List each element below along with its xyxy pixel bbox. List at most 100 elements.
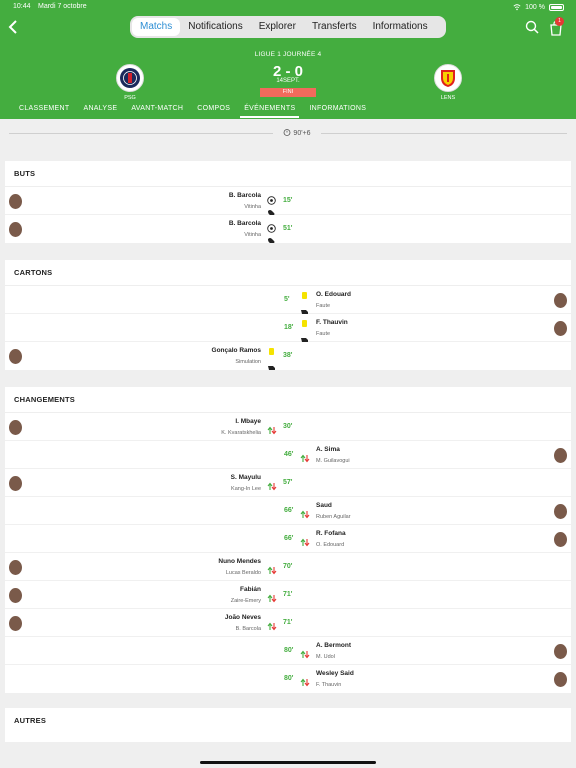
event-detail: Vitinha xyxy=(244,232,261,238)
event-detail: Vitinha xyxy=(244,204,261,210)
substitution-arrows-icon xyxy=(300,510,310,519)
home-team-name: PSG xyxy=(124,95,136,101)
nav-tab-matchs[interactable]: Matchs xyxy=(132,18,181,36)
event-row[interactable]: Saud Ruben Aguilar 66' xyxy=(5,497,571,525)
status-time: 10:44 xyxy=(13,3,31,10)
player-name: F. Thauvin xyxy=(316,319,348,326)
event-row[interactable]: R. Fofana O. Edouard 66' xyxy=(5,525,571,553)
search-icon[interactable] xyxy=(525,20,539,34)
psg-logo-icon xyxy=(116,64,144,92)
event-minute: 57' xyxy=(283,479,293,486)
assist-boot-icon xyxy=(268,238,275,243)
away-team[interactable]: LENS xyxy=(433,64,463,101)
others-section: AUTRES xyxy=(5,708,571,742)
subs-section: CHANGEMENTS I. Mbaye K. Kvaratskhelia 30' A… xyxy=(5,387,571,693)
tab-compos[interactable]: COMPOS xyxy=(197,105,231,112)
player-avatar xyxy=(9,420,22,435)
substitution-arrows-icon xyxy=(300,538,310,547)
goals-list: B. Barcola Vitinha 15' B. Barcola Vitinha 51' xyxy=(5,187,571,243)
substitution-arrows-icon xyxy=(300,454,310,463)
home-indicator[interactable] xyxy=(200,761,376,764)
player-avatar xyxy=(554,293,567,308)
substitution-arrows-icon xyxy=(267,482,277,491)
event-detail: B. Barcola xyxy=(235,626,261,632)
event-detail: F. Thauvin xyxy=(316,682,342,688)
main-nav-segmented: Matchs Notifications Explorer Transferts… xyxy=(130,16,446,38)
nav-tab-informations[interactable]: Informations xyxy=(372,21,428,32)
battery-icon xyxy=(549,3,564,11)
nav-tab-explorer[interactable]: Explorer xyxy=(258,21,296,32)
event-detail: Zaire-Emery xyxy=(230,598,261,604)
player-avatar xyxy=(9,349,22,364)
event-minute: 51' xyxy=(283,225,293,232)
nav-tab-transferts[interactable]: Transferts xyxy=(311,21,357,32)
player-name: S. Mayulu xyxy=(230,474,261,481)
tab-evenements[interactable]: ÉVÉNEMENTS xyxy=(240,103,300,118)
event-detail: Kang-In Lee xyxy=(231,486,261,492)
match-header: 10:44 Mardi 7 octobre 100 % Matchs Notif… xyxy=(0,0,576,119)
wifi-icon xyxy=(513,4,521,11)
back-chevron-icon[interactable] xyxy=(8,19,24,37)
score: 2 - 0 xyxy=(272,63,303,80)
player-avatar xyxy=(9,560,22,575)
tab-informations[interactable]: INFORMATIONS xyxy=(309,105,367,112)
event-detail: M. Udol xyxy=(316,654,335,660)
timeline-time: 90'+6 xyxy=(273,128,321,138)
player-avatar xyxy=(554,532,567,547)
event-row[interactable]: B. Barcola Vitinha 51' xyxy=(5,215,571,243)
player-name: Fabián xyxy=(240,586,261,593)
battery-percent: 100 % xyxy=(525,3,545,11)
player-avatar xyxy=(554,321,567,336)
nav-tab-notifications[interactable]: Notifications xyxy=(188,21,243,32)
goal-ball-icon xyxy=(267,224,276,233)
event-row[interactable]: O. Edouard Faute 5' xyxy=(5,286,571,314)
section-title-others: AUTRES xyxy=(14,716,47,725)
player-name: Gonçalo Ramos xyxy=(211,347,261,354)
event-row[interactable]: S. Mayulu Kang-In Lee 57' xyxy=(5,469,571,497)
foul-boot-icon xyxy=(301,310,308,314)
tab-avant-match[interactable]: AVANT-MATCH xyxy=(131,105,184,112)
event-row[interactable]: Fabián Zaire-Emery 71' xyxy=(5,581,571,609)
substitution-arrows-icon xyxy=(267,566,277,575)
goals-section: BUTS B. Barcola Vitinha 15' B. Barcola Vitin… xyxy=(5,161,571,243)
tab-analyse[interactable]: ANALYSE xyxy=(83,105,118,112)
event-row[interactable]: Nuno Mendes Lucas Beraldo 70' xyxy=(5,553,571,581)
cards-list: O. Edouard Faute 5' F. Thauvin Faute 18' Gonça… xyxy=(5,286,571,370)
status-right: 100 % xyxy=(513,3,564,11)
yellow-card-icon xyxy=(269,348,274,355)
event-minute: 15' xyxy=(283,197,293,204)
tab-classement[interactable]: CLASSEMENT xyxy=(19,105,70,112)
event-row[interactable]: I. Mbaye K. Kvaratskhelia 30' xyxy=(5,413,571,441)
event-detail: Faute xyxy=(316,303,331,309)
match-timeline: 90'+6 xyxy=(9,128,567,138)
stopwatch-icon xyxy=(284,129,291,136)
event-row[interactable]: B. Barcola Vitinha 15' xyxy=(5,187,571,215)
league-round: LIGUE 1 JOURNÉE 4 xyxy=(254,51,322,58)
subs-list: I. Mbaye K. Kvaratskhelia 30' A. Sima M. Gui… xyxy=(5,413,571,693)
match-date: 14SEPT. xyxy=(276,78,300,84)
player-name: B. Barcola xyxy=(228,192,261,199)
player-avatar xyxy=(554,672,567,687)
substitution-arrows-icon xyxy=(267,622,277,631)
event-minute: 5' xyxy=(284,296,290,303)
player-avatar xyxy=(554,448,567,463)
event-row[interactable]: Gonçalo Ramos Simulation 38' xyxy=(5,342,571,370)
home-team[interactable]: PSG xyxy=(115,64,145,101)
substitution-arrows-icon xyxy=(300,650,310,659)
player-name: A. Sima xyxy=(316,446,340,453)
event-detail: Faute xyxy=(316,331,331,337)
event-row[interactable]: João Neves B. Barcola 71' xyxy=(5,609,571,637)
event-row[interactable]: A. Bermont M. Udol 80' xyxy=(5,637,571,665)
event-row[interactable]: F. Thauvin Faute 18' xyxy=(5,314,571,342)
event-minute: 66' xyxy=(284,507,294,514)
event-minute: 71' xyxy=(283,619,293,626)
status-bar: 10:44 Mardi 7 octobre 100 % xyxy=(0,0,576,14)
player-avatar xyxy=(9,194,22,209)
yellow-card-icon xyxy=(302,320,307,327)
player-name: João Neves xyxy=(224,614,261,621)
player-name: O. Edouard xyxy=(316,291,352,298)
player-name: A. Bermont xyxy=(316,642,352,649)
event-row[interactable]: Wesley Said F. Thauvin 80' xyxy=(5,665,571,693)
event-minute: 46' xyxy=(284,451,294,458)
event-row[interactable]: A. Sima M. Guilavogui 46' xyxy=(5,441,571,469)
